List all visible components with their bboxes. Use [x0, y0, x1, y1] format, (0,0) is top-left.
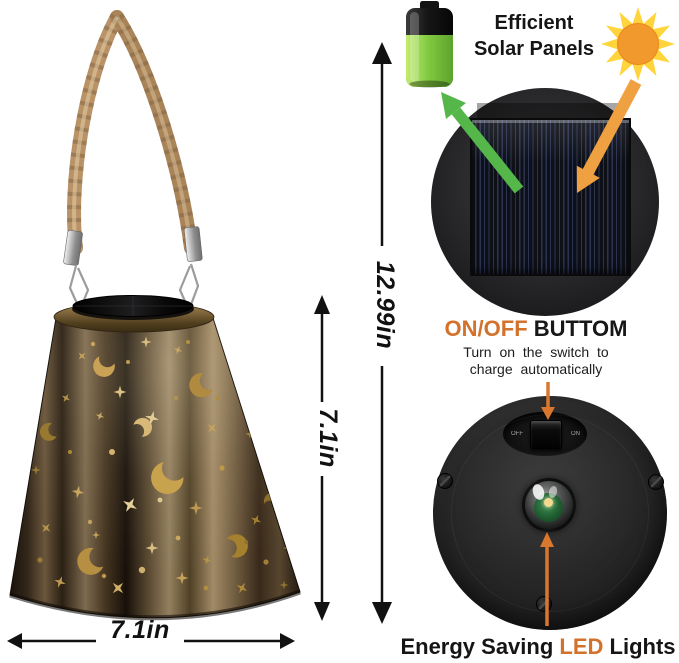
onoff-heading: ON/OFF BUTTOM: [426, 316, 646, 342]
solar-panels-heading: Efficient Solar Panels: [464, 10, 604, 62]
solar-heading-line1: Efficient: [494, 12, 574, 34]
screw: [536, 596, 552, 612]
battery-icon: [406, 1, 453, 88]
rope-handle: [67, 10, 198, 255]
base-width-label: 7.1in: [110, 616, 170, 644]
switch-on-label: ON: [571, 431, 580, 437]
solar-panel-top-view: [431, 88, 659, 316]
led-circuit-board: [534, 493, 563, 522]
switch-instruction: Turn on the switch to charge automatical…: [436, 344, 636, 378]
lantern-photo: [9, 10, 301, 621]
led-heading: Energy Saving LED Lights: [396, 634, 679, 660]
rope-ferrules: [63, 226, 203, 266]
switch-knob: [530, 420, 562, 449]
dome-glint: [547, 485, 559, 499]
total-height-label: 12.99in: [371, 260, 399, 350]
body-height-label: 7.1in: [314, 408, 342, 468]
screw: [437, 473, 453, 489]
lantern-bottom-view: OFF ON: [433, 396, 667, 630]
sun-icon: [601, 7, 675, 81]
led-chip: [544, 498, 553, 507]
instruction-line1: Turn on the switch to: [463, 344, 609, 360]
onoff-heading-highlight: ON/OFF: [444, 316, 528, 341]
led-heading-highlight: LED: [559, 634, 604, 659]
onoff-heading-rest: BUTTOM: [533, 316, 628, 341]
onoff-switch: OFF ON: [503, 412, 587, 456]
switch-off-label: OFF: [511, 431, 523, 437]
led-light: [522, 478, 576, 532]
dome-glint: [530, 482, 547, 502]
screw: [648, 474, 664, 490]
instruction-line2: charge automatically: [469, 361, 603, 377]
solar-heading-line2: Solar Panels: [473, 38, 595, 60]
led-heading-prefix: Energy Saving: [400, 634, 554, 659]
solar-panel: [470, 118, 631, 276]
led-heading-suffix: Lights: [609, 634, 676, 659]
